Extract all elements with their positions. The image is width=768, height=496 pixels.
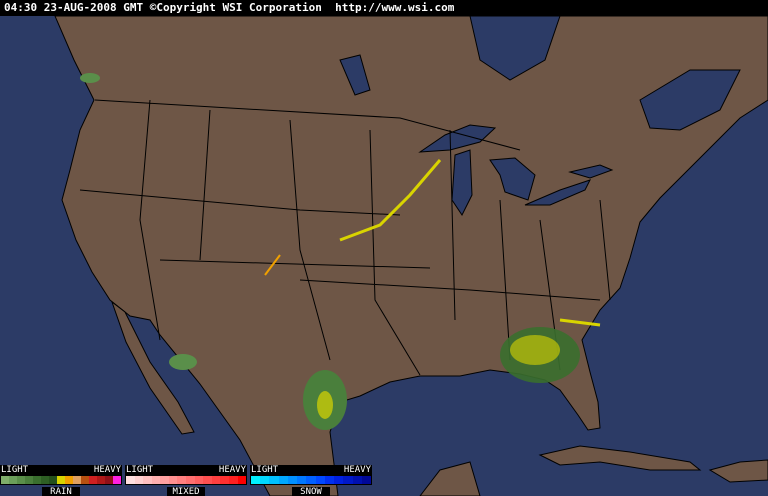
legend-color-swatch xyxy=(334,476,344,484)
legend-color-swatch xyxy=(81,476,89,484)
legend-heavy-label: HEAVY xyxy=(343,465,371,475)
legend-color-bar xyxy=(125,475,247,485)
map-canvas xyxy=(54,16,768,496)
great-lakes xyxy=(339,16,741,216)
legend-color-swatch xyxy=(297,476,307,484)
legend-color-swatch xyxy=(211,476,221,484)
legend-color-swatch xyxy=(97,476,105,484)
legend-color-swatch xyxy=(177,476,187,484)
legend-color-swatch xyxy=(160,476,169,484)
legend-color-swatch xyxy=(17,476,25,484)
legend-color-swatch xyxy=(352,476,362,484)
legend-color-bar xyxy=(0,475,122,485)
legend-type-label: SNOW xyxy=(292,487,330,496)
legend-color-swatch xyxy=(168,476,178,484)
legend-light-label: LIGHT xyxy=(126,465,154,475)
legend-color-swatch xyxy=(228,476,238,484)
legend-color-swatch xyxy=(1,476,9,484)
header-bar: 04:30 23-AUG-2008 GMT ©Copyright WSI Cor… xyxy=(0,0,768,16)
copyright: ©Copyright WSI Corporation xyxy=(149,1,322,14)
legend-color-swatch xyxy=(306,476,316,484)
legend-snow: LIGHT HEAVY SNOW xyxy=(250,465,372,496)
legend-color-swatch xyxy=(315,476,325,484)
legend-color-swatch xyxy=(361,476,372,484)
legend-color-swatch xyxy=(143,476,152,484)
legend-color-swatch xyxy=(237,476,247,484)
legend-color-swatch xyxy=(220,476,229,484)
legend-color-swatch xyxy=(105,476,113,484)
legend-type-label: RAIN xyxy=(42,487,80,496)
legend-color-swatch xyxy=(269,476,279,484)
legend-color-swatch xyxy=(49,476,57,484)
hispaniola xyxy=(708,459,768,483)
legend-rain: LIGHT HEAVY RAIN xyxy=(0,465,122,496)
legend-color-swatch xyxy=(25,476,33,484)
north-america-land xyxy=(54,16,768,496)
legend-color-swatch xyxy=(9,476,17,484)
legend-heavy-label: HEAVY xyxy=(93,465,121,475)
legend-type-label: MIXED xyxy=(167,487,205,496)
legend-color-swatch xyxy=(194,476,204,484)
legend-color-swatch xyxy=(57,476,65,484)
cuba xyxy=(538,445,702,471)
legend-color-swatch xyxy=(186,476,195,484)
legend-color-swatch xyxy=(260,476,270,484)
legend-light-label: LIGHT xyxy=(251,465,279,475)
legend-color-swatch xyxy=(203,476,212,484)
legend-color-swatch xyxy=(89,476,97,484)
baja-peninsula xyxy=(110,300,195,435)
legend-color-swatch xyxy=(343,476,353,484)
legend-color-bar xyxy=(250,475,372,485)
legend-color-swatch xyxy=(33,476,41,484)
legend-color-swatch xyxy=(126,476,135,484)
legend-color-swatch xyxy=(134,476,144,484)
precipitation-echoes xyxy=(80,73,601,430)
legend-color-swatch xyxy=(151,476,161,484)
legend-color-swatch xyxy=(65,476,73,484)
legend-color-swatch xyxy=(287,476,298,484)
state-borders xyxy=(79,99,611,376)
legend-color-swatch xyxy=(41,476,49,484)
url-link[interactable]: http://www.wsi.com xyxy=(335,1,455,14)
legend-heavy-label: HEAVY xyxy=(218,465,246,475)
yucatan xyxy=(419,461,481,496)
legend-mixed: LIGHT HEAVY MIXED xyxy=(125,465,247,496)
legend-color-swatch xyxy=(324,476,335,484)
legend-color-swatch xyxy=(278,476,288,484)
legend-color-swatch xyxy=(113,476,121,484)
legend-color-swatch xyxy=(73,476,81,484)
legend-light-label: LIGHT xyxy=(1,465,29,475)
timestamp: 04:30 23-AUG-2008 GMT xyxy=(4,1,144,14)
legend-color-swatch xyxy=(251,476,261,484)
